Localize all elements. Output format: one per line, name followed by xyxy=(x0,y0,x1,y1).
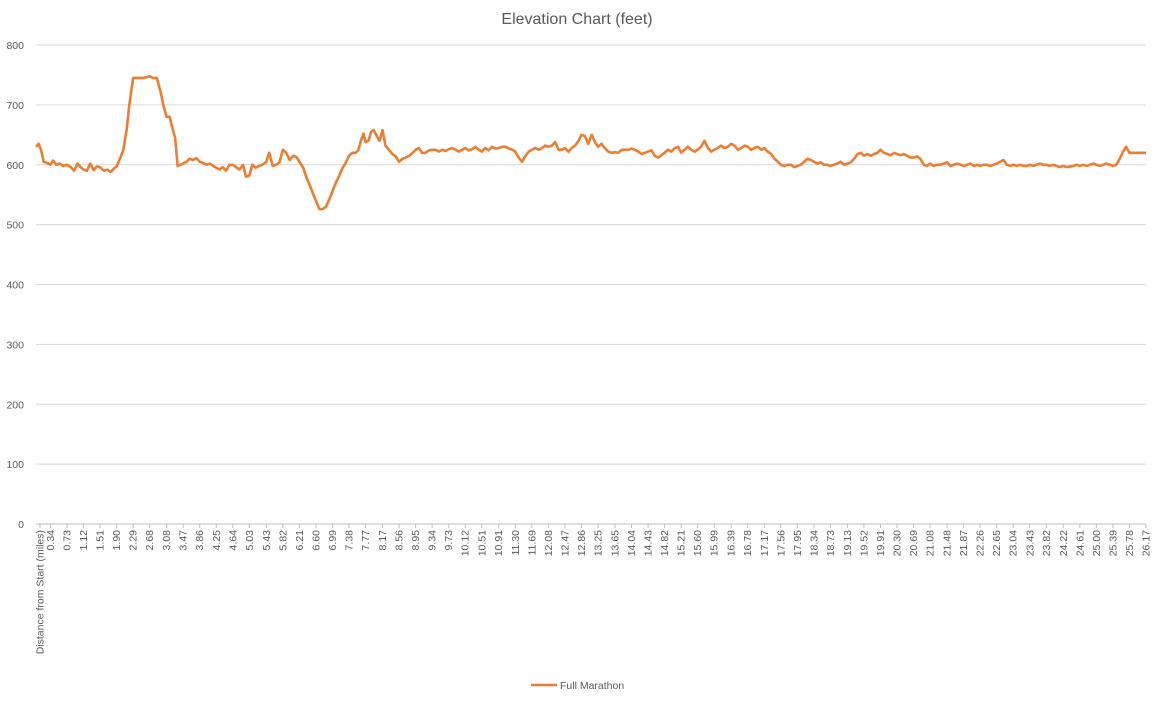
x-tick-label: 5.43 xyxy=(261,530,273,551)
y-axis-tick-labels: 0 100 200 300 400 500 600 700 800 xyxy=(6,40,24,531)
x-tick-label: 12.08 xyxy=(543,530,555,556)
y-tick-label: 100 xyxy=(6,459,24,471)
x-tick-label: 1.51 xyxy=(95,530,107,551)
y-tick-label: 700 xyxy=(6,100,24,112)
x-tick-label: 1.12 xyxy=(78,530,90,551)
x-tick-label: 6.21 xyxy=(294,530,306,551)
x-tick-label: 13.65 xyxy=(609,530,621,556)
x-tick-label: 24.61 xyxy=(1074,530,1086,556)
x-tick-label: 14.43 xyxy=(643,530,655,556)
x-tick-label: 22.26 xyxy=(975,530,987,556)
x-tick-label: 16.78 xyxy=(742,530,754,556)
x-axis-tick-labels: Distance from Start (miles)0.34 0.73 1.12 1… xyxy=(35,524,1153,654)
x-tick-label: 12.47 xyxy=(559,530,571,556)
y-tick-label: 400 xyxy=(6,280,24,292)
x-tick-label: 8.56 xyxy=(394,530,406,551)
x-tick-label: 21.08 xyxy=(925,530,937,556)
x-tick-label: 6.60 xyxy=(310,530,322,551)
y-tick-label: 0 xyxy=(18,519,24,531)
x-tick-label: 25.78 xyxy=(1124,530,1136,556)
x-tick-label: 0.73 xyxy=(61,530,73,551)
x-tick-label: 22.65 xyxy=(991,530,1003,556)
x-tick-label: 14.82 xyxy=(659,530,671,556)
x-tick-label: 21.87 xyxy=(958,530,970,556)
x-tick-label: 8.17 xyxy=(377,530,389,551)
x-tick-label: 25.00 xyxy=(1091,530,1103,556)
x-tick-label: 25.39 xyxy=(1107,530,1119,556)
x-tick-label: 20.69 xyxy=(908,530,920,556)
x-tick-label: 4.64 xyxy=(227,530,239,551)
x-tick-label: 7.38 xyxy=(344,530,356,551)
y-tick-label: 300 xyxy=(6,339,24,351)
x-tick-label: 3.08 xyxy=(161,530,173,551)
x-tick-label: 10.51 xyxy=(476,530,488,556)
y-tick-label: 800 xyxy=(6,40,24,52)
gridlines xyxy=(36,44,1146,525)
x-tick-label: 12.86 xyxy=(576,530,588,556)
y-tick-label: 500 xyxy=(6,220,24,232)
chart-title: Elevation Chart (feet) xyxy=(501,11,652,28)
x-tick-label: 5.03 xyxy=(244,530,256,551)
x-axis-title-label: Distance from Start (miles) xyxy=(35,530,47,654)
legend-label-full-marathon: Full Marathon xyxy=(560,680,624,692)
x-tick-label: 9.73 xyxy=(443,530,455,551)
x-tick-label: 1.90 xyxy=(111,530,123,551)
x-tick-label: 21.48 xyxy=(942,530,954,556)
x-tick-label: 19.91 xyxy=(875,530,887,556)
y-tick-label: 600 xyxy=(6,160,24,172)
x-tick-label: 15.60 xyxy=(692,530,704,556)
x-tick-label: 11.30 xyxy=(510,530,522,556)
x-tick-label: 0.34 xyxy=(45,530,57,551)
x-tick-label: 3.47 xyxy=(178,530,190,551)
x-tick-label: 17.56 xyxy=(775,530,787,556)
x-tick-label: 16.39 xyxy=(726,530,738,556)
x-tick-label: 15.21 xyxy=(676,530,688,556)
x-tick-label: 17.17 xyxy=(759,530,771,556)
x-tick-label: 23.82 xyxy=(1041,530,1053,556)
legend: Full Marathon xyxy=(531,680,624,692)
x-tick-label: 2.29 xyxy=(128,530,140,551)
x-tick-label: 19.13 xyxy=(842,530,854,556)
x-tick-label: 4.25 xyxy=(211,530,223,551)
x-tick-label: 19.52 xyxy=(858,530,870,556)
x-tick-label: 17.95 xyxy=(792,530,804,556)
x-tick-label: 5.82 xyxy=(277,530,289,551)
y-tick-label: 200 xyxy=(6,399,24,411)
x-tick-label: 10.12 xyxy=(460,530,472,556)
series-line-full-marathon xyxy=(35,74,1146,211)
x-tick-label: 14.04 xyxy=(626,530,638,556)
x-tick-label: 13.25 xyxy=(592,530,604,556)
x-tick-label: 3.86 xyxy=(194,530,206,551)
x-tick-label: 24.22 xyxy=(1058,530,1070,556)
x-tick-label: 18.34 xyxy=(808,530,820,556)
x-tick-label: 9.34 xyxy=(427,530,439,551)
x-tick-label: 8.95 xyxy=(410,530,422,551)
x-tick-label: 10.91 xyxy=(493,530,505,556)
x-tick-label: 6.99 xyxy=(327,530,339,551)
x-tick-label: 26.17 xyxy=(1141,530,1153,556)
x-tick-label: 7.77 xyxy=(360,530,372,551)
x-tick-label: 15.99 xyxy=(709,530,721,556)
x-tick-label: 18.73 xyxy=(825,530,837,556)
x-tick-label: 11.69 xyxy=(526,530,538,556)
x-tick-label: 23.43 xyxy=(1024,530,1036,556)
x-tick-label: 23.04 xyxy=(1008,530,1020,556)
x-tick-label: 20.30 xyxy=(892,530,904,556)
x-tick-label: 2.68 xyxy=(144,530,156,551)
